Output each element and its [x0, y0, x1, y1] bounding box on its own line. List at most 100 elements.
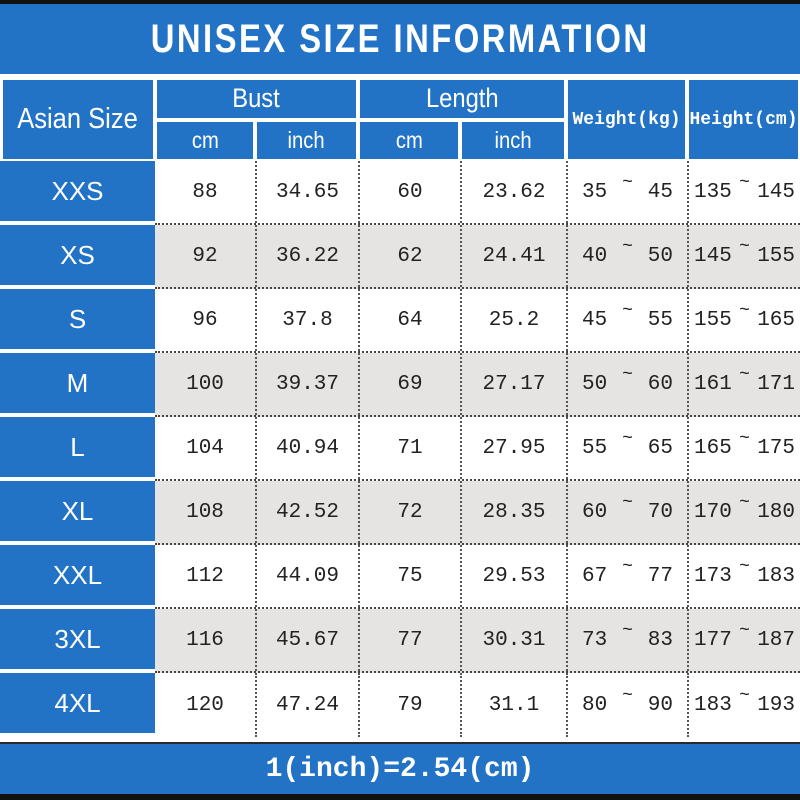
- height-range-cell: 161 ~ 171: [687, 353, 800, 415]
- header-length-cm: cm: [358, 119, 460, 161]
- length-cm-cell: 75: [358, 545, 460, 607]
- tilde-separator: ~: [739, 365, 750, 385]
- tilde-separator: ~: [739, 493, 750, 513]
- table-body: XXS 88 34.65 60 23.62 35 ~ 45 135 ~ 145 …: [0, 161, 800, 737]
- bottom-black-bar: [0, 794, 800, 800]
- weight-max: 90: [647, 693, 673, 717]
- bust-cm-cell: 100: [186, 372, 224, 396]
- tilde-separator: ~: [739, 557, 750, 577]
- bust-cm-cell: 104: [186, 436, 224, 460]
- table-header: Asian Size Bust Length Weight(kg) Height…: [0, 78, 800, 161]
- height-range-cell: 183 ~ 193: [687, 673, 800, 737]
- length-cm-cell: 62: [358, 225, 460, 287]
- height-min: 165: [694, 436, 732, 460]
- length-inch-cell: 27.95: [460, 417, 566, 479]
- length-inch-cell: 28.35: [460, 481, 566, 543]
- size-cell: XL: [0, 481, 155, 545]
- row-values: 100 39.37 69 27.17 50 ~ 60 161 ~ 171: [155, 353, 800, 417]
- conversion-note: 1(inch)=2.54(cm): [265, 753, 535, 785]
- height-max: 171: [757, 372, 795, 396]
- height-max: 193: [757, 693, 795, 717]
- header-asian-size-label: Asian Size: [17, 103, 139, 135]
- height-min: 173: [694, 564, 732, 588]
- weight-range-cell: 67 ~ 77: [566, 545, 687, 607]
- size-cell: M: [0, 353, 155, 417]
- weight-min: 50: [582, 372, 608, 396]
- weight-max: 70: [647, 500, 673, 524]
- header-bust-inch-label: inch: [287, 126, 326, 153]
- length-cm-cell: 72: [358, 481, 460, 543]
- bust-cm-cell: 92: [192, 244, 218, 268]
- height-min: 145: [694, 244, 732, 268]
- length-cm-cell: 77: [358, 609, 460, 671]
- tilde-separator: ~: [739, 237, 750, 257]
- weight-max: 65: [647, 436, 673, 460]
- weight-max: 77: [647, 564, 673, 588]
- length-inch-cell: 30.31: [460, 609, 566, 671]
- header-length: Length: [358, 78, 566, 120]
- row-values: 96 37.8 64 25.2 45 ~ 55 155 ~ 165: [155, 289, 800, 353]
- bust-cm-cell: 116: [186, 628, 224, 652]
- page-title: UNISEX SIZE INFORMATION: [150, 16, 650, 61]
- height-min: 161: [694, 372, 732, 396]
- tilde-separator: ~: [622, 237, 633, 257]
- table-row: XXS 88 34.65 60 23.62 35 ~ 45 135 ~ 145: [0, 161, 800, 225]
- height-min: 170: [694, 500, 732, 524]
- weight-max: 50: [647, 244, 673, 268]
- footer-bar: 1(inch)=2.54(cm): [0, 742, 800, 794]
- weight-range-cell: 60 ~ 70: [566, 481, 687, 543]
- tilde-separator: ~: [739, 686, 750, 706]
- bust-cm-cell: 112: [186, 564, 224, 588]
- height-range-cell: 177 ~ 187: [687, 609, 800, 671]
- header-length-cm-label: cm: [395, 126, 423, 153]
- table-row: M 100 39.37 69 27.17 50 ~ 60 161 ~ 171: [0, 353, 800, 417]
- bust-inch-cell: 39.37: [255, 353, 358, 415]
- header-length-label: Length: [425, 83, 499, 114]
- header-bust: Bust: [155, 78, 358, 120]
- row-values: 92 36.22 62 24.41 40 ~ 50 145 ~ 155: [155, 225, 800, 289]
- table-row: L 104 40.94 71 27.95 55 ~ 65 165 ~ 175: [0, 417, 800, 481]
- row-values: 108 42.52 72 28.35 60 ~ 70 170 ~ 180: [155, 481, 800, 545]
- bust-cm-cell: 120: [186, 693, 224, 717]
- header-length-inch-label: inch: [494, 126, 532, 153]
- length-cm-cell: 79: [358, 673, 460, 737]
- weight-range-cell: 45 ~ 55: [566, 289, 687, 351]
- tilde-separator: ~: [622, 429, 633, 449]
- weight-min: 67: [582, 564, 608, 588]
- tilde-separator: ~: [622, 301, 633, 321]
- tilde-separator: ~: [622, 173, 633, 193]
- tilde-separator: ~: [622, 365, 633, 385]
- length-inch-cell: 31.1: [460, 673, 566, 737]
- weight-range-cell: 80 ~ 90: [566, 673, 687, 737]
- weight-min: 40: [582, 244, 608, 268]
- header-length-inch: inch: [460, 119, 566, 161]
- height-max: 180: [757, 500, 795, 524]
- footer-divider: [0, 737, 800, 742]
- header-bust-cm-label: cm: [191, 126, 219, 153]
- size-cell: 3XL: [0, 609, 155, 673]
- row-values: 112 44.09 75 29.53 67 ~ 77 173 ~ 183: [155, 545, 800, 609]
- bust-inch-cell: 40.94: [255, 417, 358, 479]
- weight-range-cell: 55 ~ 65: [566, 417, 687, 479]
- height-max: 145: [757, 180, 795, 204]
- row-values: 120 47.24 79 31.1 80 ~ 90 183 ~ 193: [155, 673, 800, 737]
- table-row: S 96 37.8 64 25.2 45 ~ 55 155 ~ 165: [0, 289, 800, 353]
- weight-max: 60: [647, 372, 673, 396]
- header-height-label: Height(cm): [689, 109, 798, 130]
- bust-inch-cell: 36.22: [255, 225, 358, 287]
- bust-inch-cell: 44.09: [255, 545, 358, 607]
- weight-range-cell: 35 ~ 45: [566, 161, 687, 223]
- header-bust-label: Bust: [232, 83, 281, 114]
- length-cm-cell: 64: [358, 289, 460, 351]
- size-cell: XS: [0, 225, 155, 289]
- weight-range-cell: 40 ~ 50: [566, 225, 687, 287]
- size-cell: 4XL: [0, 673, 155, 737]
- weight-min: 73: [582, 628, 608, 652]
- height-max: 155: [757, 244, 795, 268]
- header-bust-cm: cm: [155, 119, 255, 161]
- height-range-cell: 170 ~ 180: [687, 481, 800, 543]
- title-divider: [0, 74, 800, 78]
- header-weight-label: Weight(kg): [572, 109, 681, 130]
- tilde-separator: ~: [622, 493, 633, 513]
